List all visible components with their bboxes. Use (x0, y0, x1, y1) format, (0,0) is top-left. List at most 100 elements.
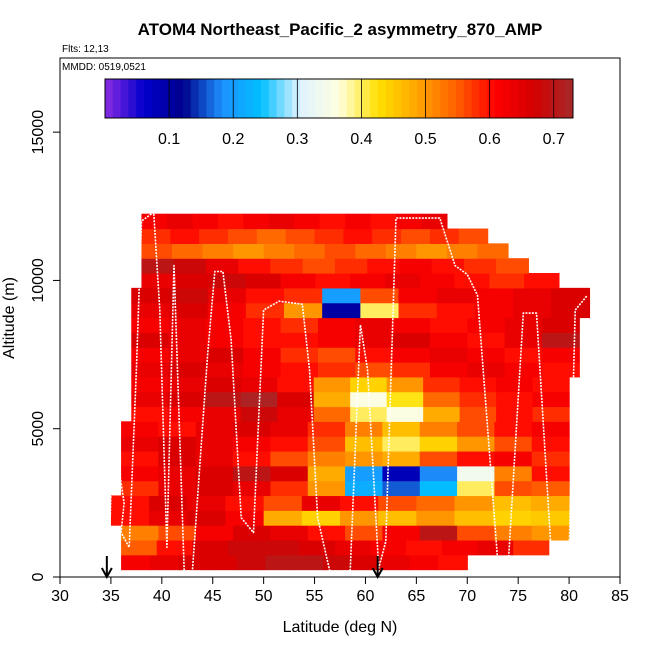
heatmap-cell (494, 450, 533, 467)
heatmap-cell (121, 539, 158, 556)
heatmap-cell (168, 317, 207, 333)
colorbar-swatch (346, 79, 356, 118)
heatmap-cell (494, 421, 533, 437)
heatmap-cell (277, 376, 315, 393)
colorbar-swatch (424, 79, 434, 118)
heatmap-cell (438, 554, 468, 571)
heatmap-cell (204, 391, 242, 408)
colorbar-swatch (448, 79, 457, 118)
colorbar-swatch (284, 79, 293, 118)
colorbar-swatch (409, 79, 418, 118)
mmdd-label: MMDD: 0519,0521 (62, 62, 146, 73)
colorbar-swatch (229, 79, 239, 118)
heatmap-cell (314, 228, 344, 244)
x-tick-label: 80 (560, 588, 578, 605)
heatmap-cell (141, 228, 171, 244)
heatmap-cell (457, 465, 496, 482)
heatmap-cell (530, 510, 570, 526)
heatmap-cell (382, 465, 421, 482)
heatmap-cell (457, 480, 496, 497)
colorbar-swatch (362, 79, 371, 118)
arrow-marker-head (371, 567, 384, 580)
colorbar-tick-label: 0.4 (350, 131, 372, 148)
heatmap-cell (141, 258, 175, 274)
heatmap-cell (441, 539, 479, 556)
heatmap-cell (382, 421, 421, 437)
heatmap-cell (467, 332, 506, 348)
heatmap-cell (121, 421, 160, 437)
heatmap-cell (284, 287, 323, 304)
colorbar-swatch (440, 79, 449, 118)
heatmap-cell (141, 273, 177, 289)
colorbar-tick-label: 0.1 (158, 131, 180, 148)
heatmap-cell (340, 510, 379, 526)
colorbar-swatch (479, 79, 488, 118)
colorbar-swatch (401, 79, 410, 118)
colorbar-swatch (339, 79, 348, 118)
heatmap-cell (370, 539, 407, 556)
colorbar-swatch (237, 79, 246, 118)
heatmap-cell (158, 421, 197, 437)
colorbar-swatch (245, 79, 254, 118)
x-tick-label: 30 (51, 588, 69, 605)
heatmap-cell (170, 228, 200, 244)
heatmap-cell (551, 287, 591, 304)
heatmap-cell (513, 287, 552, 304)
heatmap-cell (531, 465, 570, 482)
heatmap-cell (225, 495, 265, 511)
heatmap-cell (419, 480, 458, 497)
arrow-marker-head (100, 567, 113, 580)
heatmap-cell (233, 525, 272, 541)
heatmap-cell (307, 421, 346, 437)
heatmap-cell (195, 436, 234, 452)
colorbar-swatch (144, 79, 153, 118)
colorbar-swatch (393, 79, 402, 118)
heatmap-cell (240, 391, 278, 408)
heatmap-cell (277, 391, 315, 408)
x-tick-label: 65 (407, 588, 425, 605)
heatmap-cell (401, 228, 431, 244)
heatmap-cell (350, 376, 388, 393)
heatmap-cell (386, 406, 424, 422)
heatmap-cell (431, 258, 465, 274)
colorbar-swatch (222, 79, 231, 118)
heatmap-cell (419, 465, 458, 482)
heatmap-cell (240, 376, 278, 393)
heatmap-cell (392, 332, 431, 348)
heatmap-cell (245, 273, 282, 289)
colorbar-swatch (557, 79, 566, 118)
heatmap-cell (492, 495, 532, 511)
heatmap-cell (131, 287, 171, 304)
heatmap-cell (307, 525, 346, 541)
flight-track-line (108, 211, 589, 572)
heatmap-cell (245, 287, 285, 304)
colorbar-swatch (253, 79, 262, 118)
x-axis-label: Latitude (deg N) (283, 619, 398, 636)
heatmap-cell (429, 361, 468, 378)
heatmap-cell (301, 510, 341, 526)
heatmap-cell (192, 539, 229, 556)
heatmap-cell (199, 228, 229, 244)
heatmap-cell (457, 525, 496, 541)
colorbar-swatch (432, 79, 441, 118)
colorbar-swatch (354, 79, 363, 118)
heatmap-cell (532, 376, 570, 393)
heatmap-cell (382, 525, 421, 541)
colorbar-tick-label: 0.2 (222, 131, 244, 148)
colorbar-swatch (534, 79, 543, 118)
colorbar-swatch (456, 79, 465, 118)
heatmap-cell (458, 228, 489, 244)
colorbar-swatch (151, 79, 161, 118)
heatmap-cell (270, 480, 309, 497)
heatmap-cells (110, 213, 591, 571)
colorbar-swatch (541, 79, 551, 118)
heatmap-cell (392, 317, 431, 333)
colorbar-swatch (518, 79, 527, 118)
heatmap-cell (392, 347, 431, 363)
heatmap-cell (429, 347, 468, 363)
heatmap-cell (270, 525, 309, 541)
heatmap-cell (301, 495, 341, 511)
heatmap-cell (551, 302, 591, 319)
